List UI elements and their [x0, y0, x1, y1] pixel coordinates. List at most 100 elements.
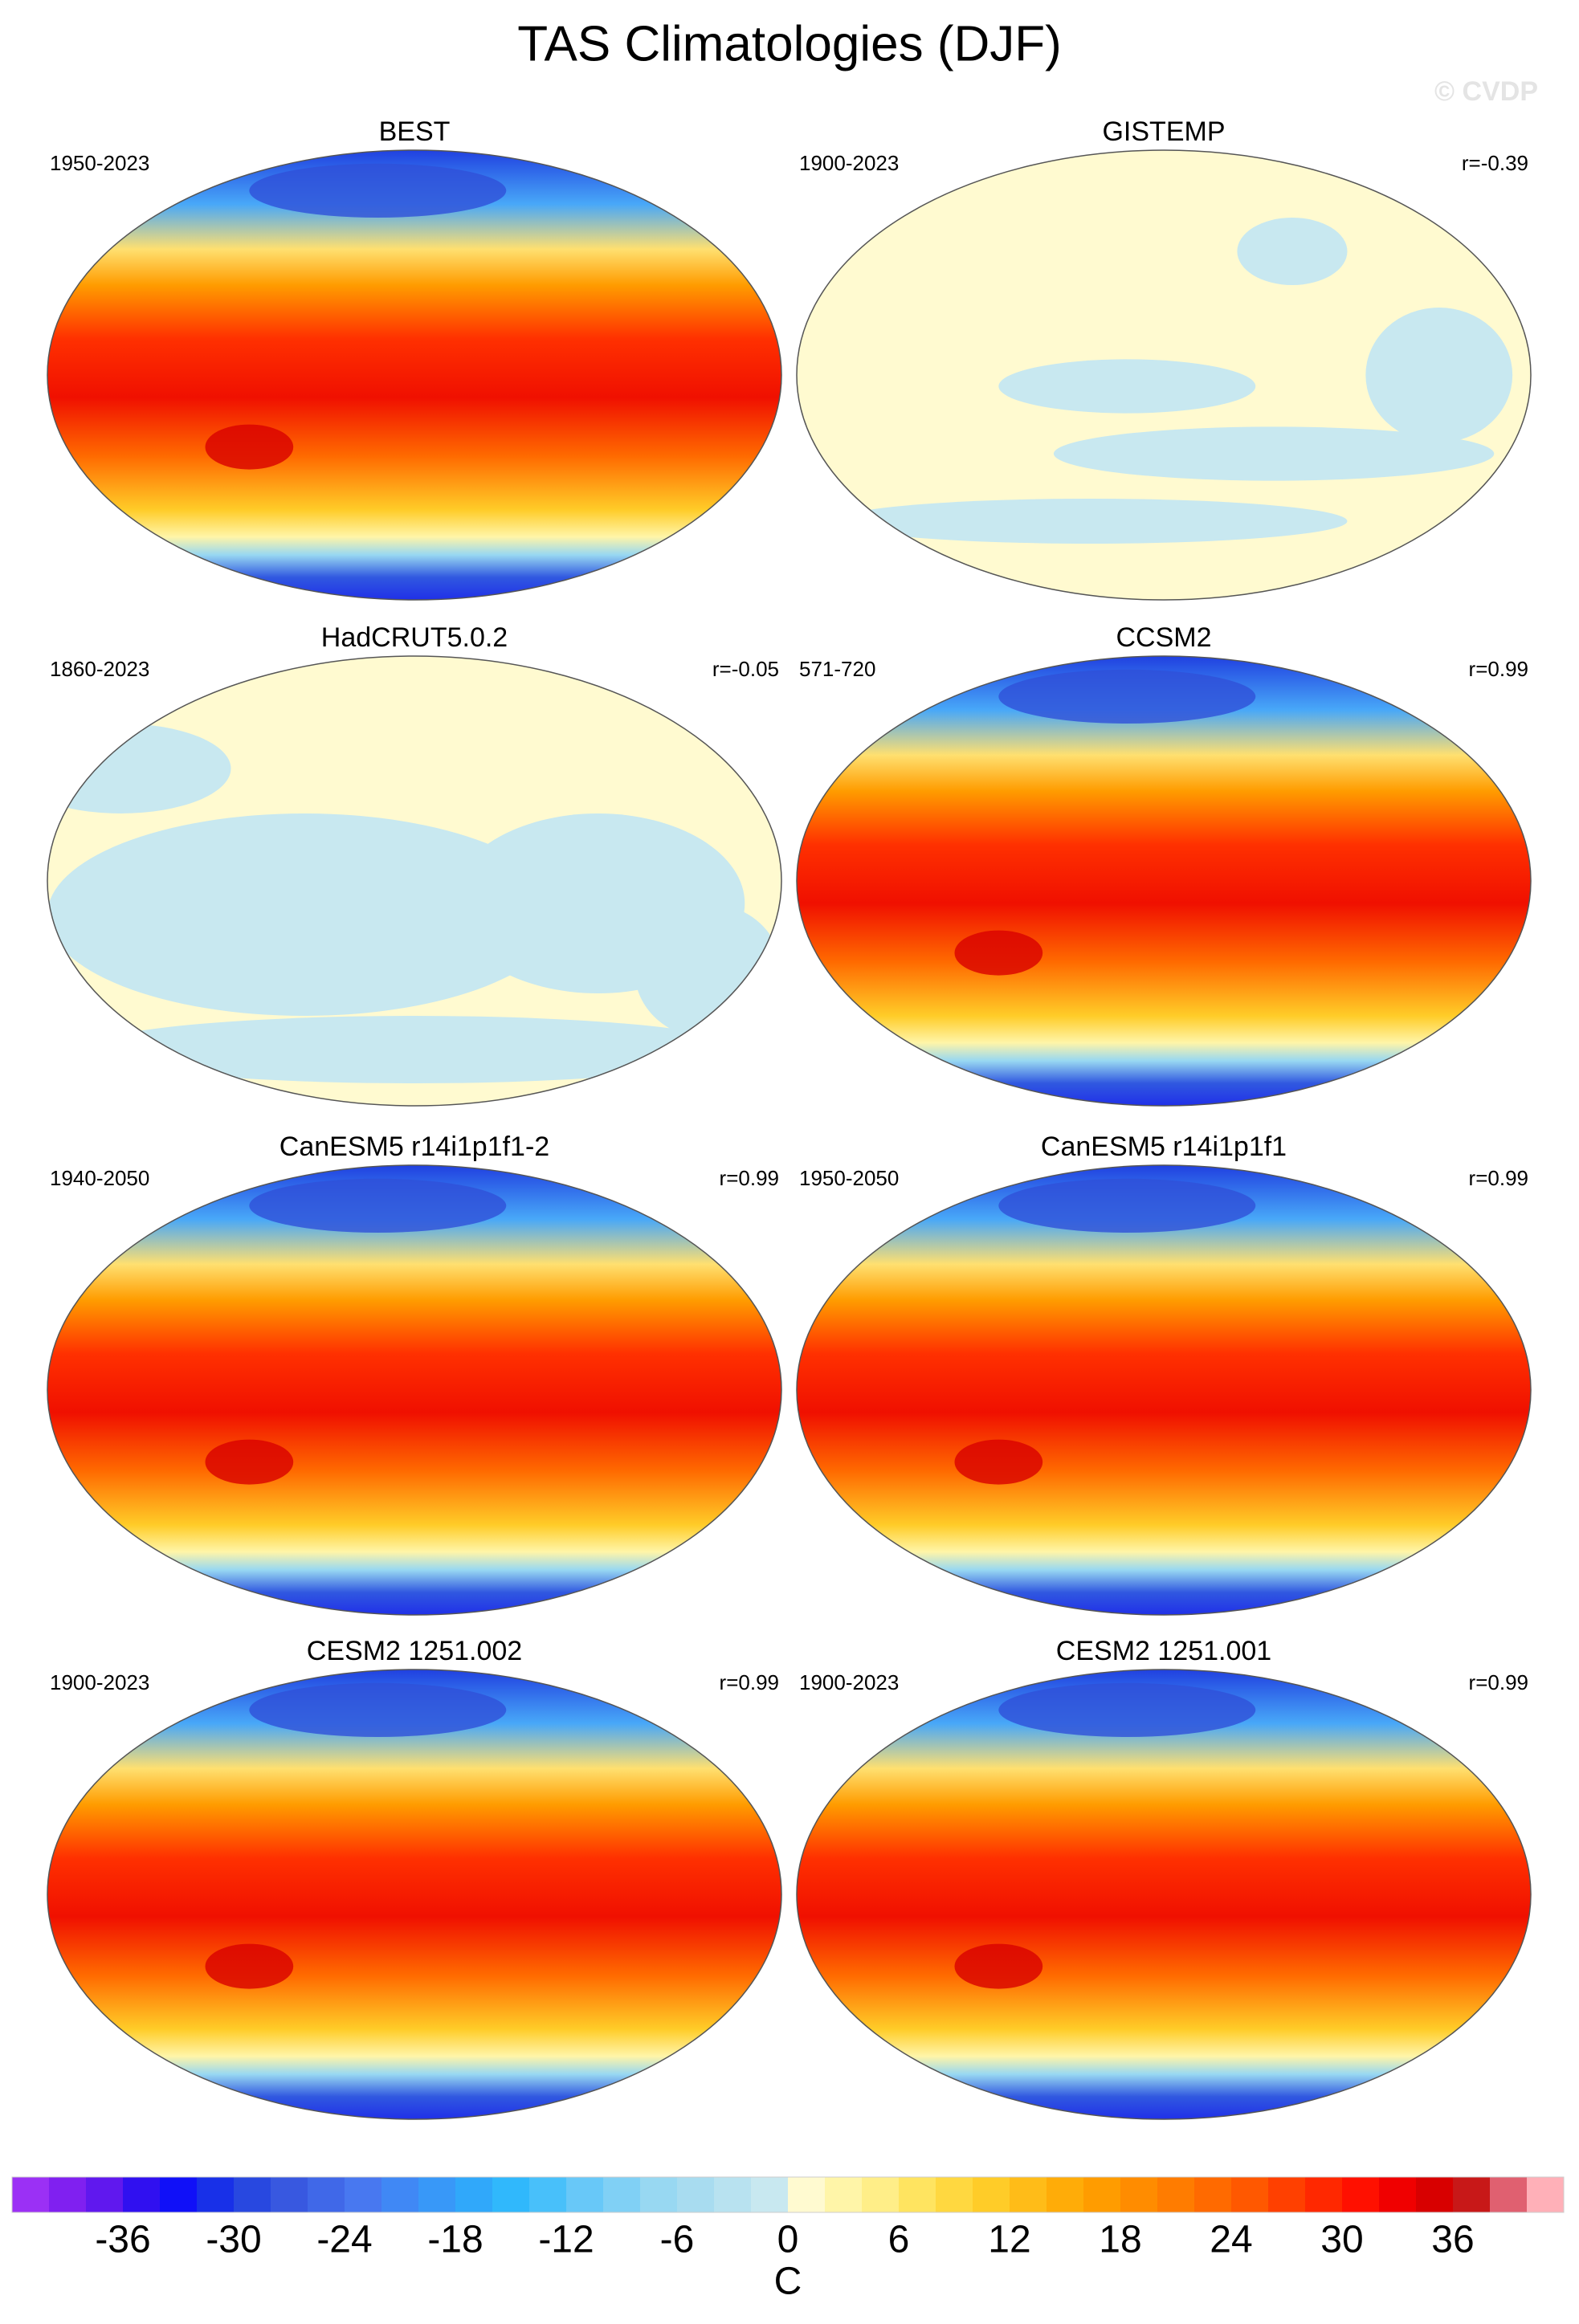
colorbar-tick-label: 36 [1431, 2219, 1474, 2261]
map-panel: HadCRUT5.0.2 1860-2023 r=-0.05 [47, 622, 782, 1107]
panel-period: 1940-2050 [50, 1166, 149, 1190]
map-region [249, 1178, 507, 1233]
map-outline [796, 655, 1532, 1107]
map-region [998, 1682, 1256, 1737]
colorbar-box [345, 2177, 382, 2212]
map-outline [47, 655, 782, 1107]
colorbar-box [455, 2177, 493, 2212]
map-background [47, 1670, 781, 2119]
colorbar-tick-label: -12 [538, 2219, 594, 2261]
map-panel: CESM2 1251.002 1900-2023 r=0.99 [47, 1636, 782, 2120]
colorbar-box [1120, 2177, 1158, 2212]
colorbar-box [1083, 2177, 1121, 2212]
colorbar-tick-label: -6 [660, 2219, 695, 2261]
panel-period: 1900-2023 [50, 1670, 149, 1694]
colorbar-label: C [774, 2261, 802, 2303]
map-panel: BEST 1950-2023 [47, 116, 782, 601]
colorbar-tick-label: 0 [777, 2219, 799, 2261]
colorbar-tick-label: 30 [1320, 2219, 1363, 2261]
colorbar-box [677, 2177, 715, 2212]
map-field [47, 150, 781, 600]
map-field [797, 656, 1531, 1106]
colorbar: -36 -30 -24 -18 -12 -6 0 6 12 18 24 30 36 C [11, 2176, 1565, 2303]
colorbar-box [899, 2177, 936, 2212]
panel-title: BEST [379, 116, 451, 147]
panels: BEST 1950-2023 GISTEMP 1900-2023 r=-0.39 HadC… [47, 116, 1532, 2120]
colorbar-box [1453, 2177, 1491, 2212]
colorbar-box [603, 2177, 641, 2212]
colorbar-box [12, 2177, 50, 2212]
colorbar-box [234, 2177, 271, 2212]
map-region [84, 1016, 745, 1083]
colorbar-tick-label: -18 [427, 2219, 483, 2261]
map-field [797, 150, 1531, 600]
map-outline [796, 1669, 1532, 2120]
colorbar-box [788, 2177, 826, 2212]
panel-stat: r=-0.05 [712, 657, 779, 681]
colorbar-tick-label: 18 [1099, 2219, 1141, 2261]
colorbar-box [1527, 2177, 1565, 2212]
map-panel: GISTEMP 1900-2023 r=-0.39 [796, 116, 1532, 601]
map-region [833, 499, 1348, 544]
map-field [47, 656, 781, 1106]
colorbar-box [566, 2177, 604, 2212]
colorbar-tick-label: 6 [888, 2219, 910, 2261]
panel-title: CESM2 1251.002 [307, 1636, 522, 1666]
map-outline [47, 1669, 782, 2120]
map-region [47, 813, 561, 1016]
panel-stat: r=0.99 [1469, 657, 1528, 681]
map-region [954, 1439, 1043, 1485]
colorbar-box [825, 2177, 863, 2212]
colorbar-box [160, 2177, 198, 2212]
colorbar-box [1379, 2177, 1417, 2212]
colorbar-box [936, 2177, 973, 2212]
colorbar-box [862, 2177, 900, 2212]
colorbar-box [49, 2177, 87, 2212]
map-outline [796, 149, 1532, 601]
map-field [47, 1165, 781, 1615]
colorbar-box [271, 2177, 308, 2212]
panel-stat: r=0.99 [720, 1670, 779, 1694]
map-region [205, 1439, 294, 1485]
colorbar-box [1010, 2177, 1047, 2212]
map-panel: CanESM5 r14i1p1f1 1950-2050 r=0.99 [796, 1131, 1532, 1616]
panel-period: 1900-2023 [799, 151, 899, 175]
colorbar-box [1416, 2177, 1454, 2212]
colorbar-box [751, 2177, 789, 2212]
watermark: © CVDP [1434, 76, 1538, 107]
map-region [954, 1943, 1043, 1989]
panel-title: CanESM5 r14i1p1f1 [1041, 1131, 1287, 1162]
panel-period: 1900-2023 [799, 1670, 899, 1694]
panel-stat: r=0.99 [1469, 1670, 1528, 1694]
colorbar-tick-label: -30 [206, 2219, 261, 2261]
map-region [47, 724, 231, 813]
map-region [634, 903, 781, 1038]
panel-stat: r=0.99 [1469, 1166, 1528, 1190]
map-panel: CanESM5 r14i1p1f1-2 1940-2050 r=0.99 [47, 1131, 782, 1616]
colorbar-box [640, 2177, 678, 2212]
map-outline [47, 149, 782, 601]
colorbar-box [973, 2177, 1010, 2212]
colorbar-box [381, 2177, 419, 2212]
colorbar-box [123, 2177, 161, 2212]
map-field [47, 1670, 781, 2119]
colorbar-box [492, 2177, 530, 2212]
colorbar-box [1157, 2177, 1195, 2212]
colorbar-box [418, 2177, 456, 2212]
map-region [1365, 308, 1513, 442]
map-region [998, 669, 1256, 724]
colorbar-box [86, 2177, 124, 2212]
map-region [998, 1178, 1256, 1233]
panel-title: CESM2 1251.001 [1056, 1636, 1271, 1666]
map-panel: CESM2 1251.001 1900-2023 r=0.99 [796, 1636, 1532, 2120]
map-outline [47, 1164, 782, 1616]
map-background [797, 1165, 1531, 1615]
map-field [797, 1670, 1531, 2119]
colorbar-box [1305, 2177, 1343, 2212]
map-region [205, 1943, 294, 1989]
colorbar-tick-label: -24 [316, 2219, 372, 2261]
panel-period: 1950-2023 [50, 151, 149, 175]
map-region [249, 163, 507, 218]
panel-stat: r=-0.39 [1462, 151, 1528, 175]
panel-title: GISTEMP [1102, 116, 1225, 147]
